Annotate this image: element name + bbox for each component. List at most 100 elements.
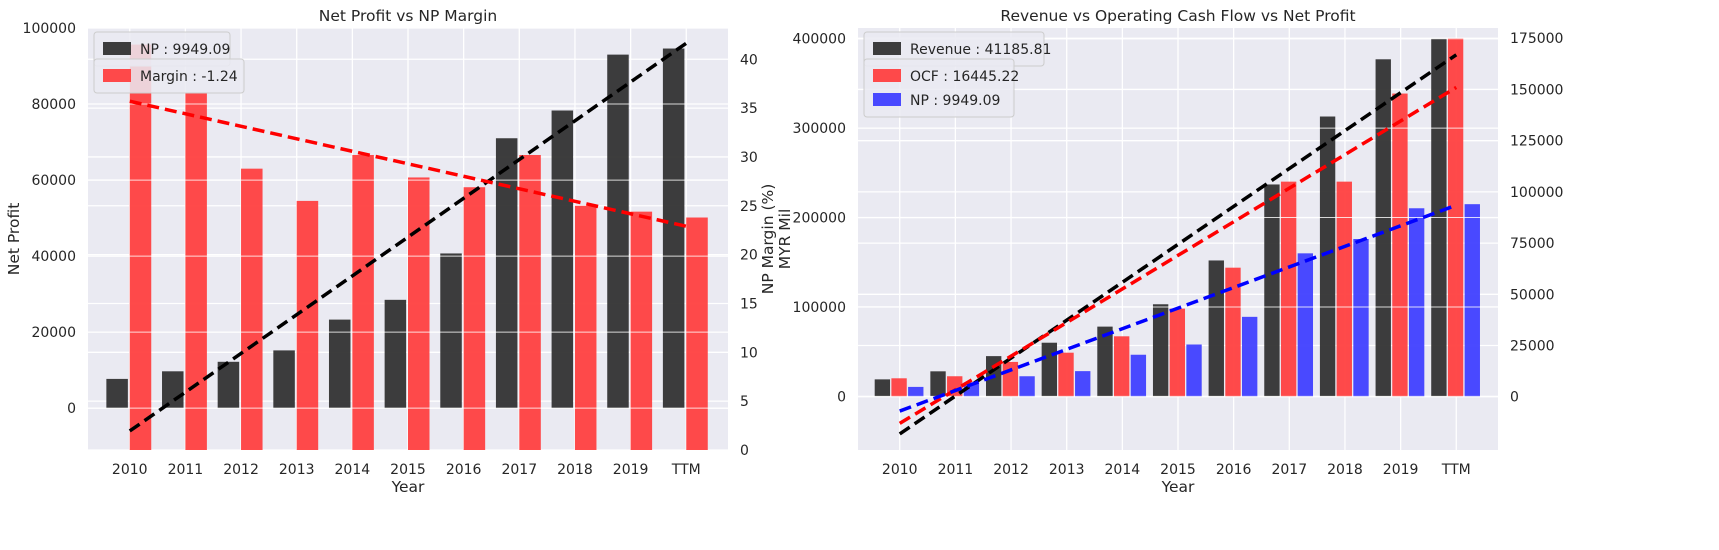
legend-right: Revenue : 41185.81 OCF : 16445.22 NP : 994…	[863, 31, 1051, 118]
bar-revenue	[1041, 342, 1058, 397]
bar-revenue	[874, 379, 891, 397]
x-tick-label: 2012	[993, 462, 1029, 478]
x-tick-label: 2017	[501, 462, 537, 478]
y-axis-label-right-left-chart: NP Margin (%)	[759, 184, 777, 295]
y-ticks-left-right-chart: 0 100000 200000 300000 400000	[793, 32, 846, 406]
bar-np	[1075, 371, 1091, 397]
bar-np	[106, 378, 128, 409]
x-tick-label: 2016	[446, 462, 482, 478]
bar-margin	[519, 154, 541, 451]
bar-np	[440, 253, 462, 409]
x-axis-label-right: Year	[1161, 478, 1195, 496]
y-tick-label-right: 30	[740, 150, 758, 166]
bar-np	[1464, 204, 1480, 397]
x-tick-label: 2019	[1383, 462, 1419, 478]
y-tick-label-right: 40	[740, 52, 758, 68]
bar-np	[384, 299, 407, 409]
bar-np	[1019, 376, 1035, 397]
bar-ocf	[1225, 267, 1241, 397]
chart-title-left: Net Profit vs NP Margin	[319, 7, 497, 25]
bars-right	[858, 38, 1498, 397]
bar-ocf	[891, 378, 907, 397]
y-tick-label-right: 175000	[1510, 31, 1563, 47]
trendline-np	[128, 41, 688, 433]
bar-np	[495, 138, 518, 409]
bar-margin	[463, 187, 486, 450]
bar-np	[607, 54, 629, 409]
bar-np	[662, 48, 685, 409]
bar-ocf	[1392, 93, 1408, 397]
x-tick-label: 2015	[390, 462, 426, 478]
bar-revenue	[1152, 304, 1169, 397]
legend-swatch	[103, 69, 131, 82]
x-tick-label: 2013	[1049, 462, 1085, 478]
bar-margin	[185, 93, 207, 451]
chart-title-right: Revenue vs Operating Cash Flow vs Net Pr…	[1000, 7, 1355, 25]
bar-np	[328, 319, 351, 409]
bar-np	[1297, 253, 1314, 397]
x-tick-label: 2018	[557, 462, 593, 478]
y-ticks-right: 0 25000 50000 75000 100000 125000 150000 175000	[1510, 31, 1563, 405]
chart-right: 0 100000 200000 300000 400000 0 25000 50000 750…	[776, 7, 1563, 496]
y-ticks-right-left-chart: 0 5 10 15 20 25 30 35 40	[740, 52, 758, 459]
bar-margin	[408, 177, 430, 451]
legend-swatch	[873, 93, 901, 106]
bar-margin	[686, 217, 708, 450]
x-tick-label: 2012	[223, 462, 259, 478]
y-tick-label-right: 0	[1510, 390, 1519, 406]
bar-margin	[630, 211, 653, 450]
legend-label: Revenue : 41185.81	[910, 42, 1051, 58]
y-tick-label-right: 5	[740, 394, 749, 410]
x-tick-label: 2011	[938, 462, 974, 478]
y-tick-label-right: 150000	[1510, 82, 1563, 98]
y-tick-label-right: 15	[740, 296, 758, 312]
bar-np	[908, 386, 924, 397]
y-tick-label: 100000	[23, 21, 76, 37]
bar-revenue	[1208, 260, 1224, 397]
bar-margin	[241, 168, 263, 450]
y-tick-label: 20000	[31, 325, 76, 341]
bar-margin	[296, 200, 319, 450]
y-tick-label-right: 100000	[1510, 185, 1563, 201]
x-ticks-left: 2010 2011 2012 2013 2014 2015 2016 2017 2018 2019…	[112, 462, 701, 478]
trendline-margin	[129, 99, 687, 229]
trendlines-right	[898, 53, 1458, 436]
x-axis-label-left: Year	[391, 478, 425, 496]
trendline-np	[899, 203, 1457, 413]
bar-np	[162, 371, 184, 409]
x-tick-label: 2019	[613, 462, 649, 478]
bar-revenue	[930, 371, 946, 397]
y-tick-label-right: 75000	[1510, 236, 1555, 252]
bar-ocf	[1280, 181, 1297, 397]
x-tick-label: 2013	[279, 462, 315, 478]
bar-margin	[129, 44, 152, 451]
bar-margin	[352, 154, 374, 451]
bar-ocf	[1336, 181, 1352, 397]
legend-label: Margin : -1.24	[140, 69, 238, 85]
bar-np	[217, 361, 240, 409]
legend-label: NP : 9949.09	[140, 42, 230, 58]
bar-ocf	[1114, 336, 1130, 397]
trendline-revenue	[898, 53, 1458, 436]
bar-ocf	[1002, 361, 1019, 397]
x-tick-label: 2010	[882, 462, 918, 478]
y-tick-label: 40000	[31, 249, 76, 265]
y-tick-label: 300000	[793, 121, 846, 137]
bar-np	[1186, 344, 1202, 397]
y-tick-label-right: 25000	[1510, 339, 1555, 355]
x-tick-label: 2014	[1105, 462, 1141, 478]
legend-box	[863, 58, 1015, 118]
legend-swatch	[873, 42, 901, 55]
y-tick-label: 0	[837, 389, 846, 405]
y-tick-label-right: 10	[740, 345, 758, 361]
bar-np	[1242, 316, 1258, 397]
x-tick-label: 2015	[1160, 462, 1196, 478]
y-tick-label-right: 25	[740, 199, 758, 215]
x-ticks-right: 2010 2011 2012 2013 2014 2015 2016 2017 2018 2019…	[882, 462, 1471, 478]
x-tick-label: 2018	[1327, 462, 1363, 478]
x-tick-label: 2010	[112, 462, 148, 478]
bar-revenue	[1319, 116, 1336, 397]
bar-revenue	[1264, 184, 1280, 397]
y-tick-label-right: 0	[740, 443, 749, 459]
